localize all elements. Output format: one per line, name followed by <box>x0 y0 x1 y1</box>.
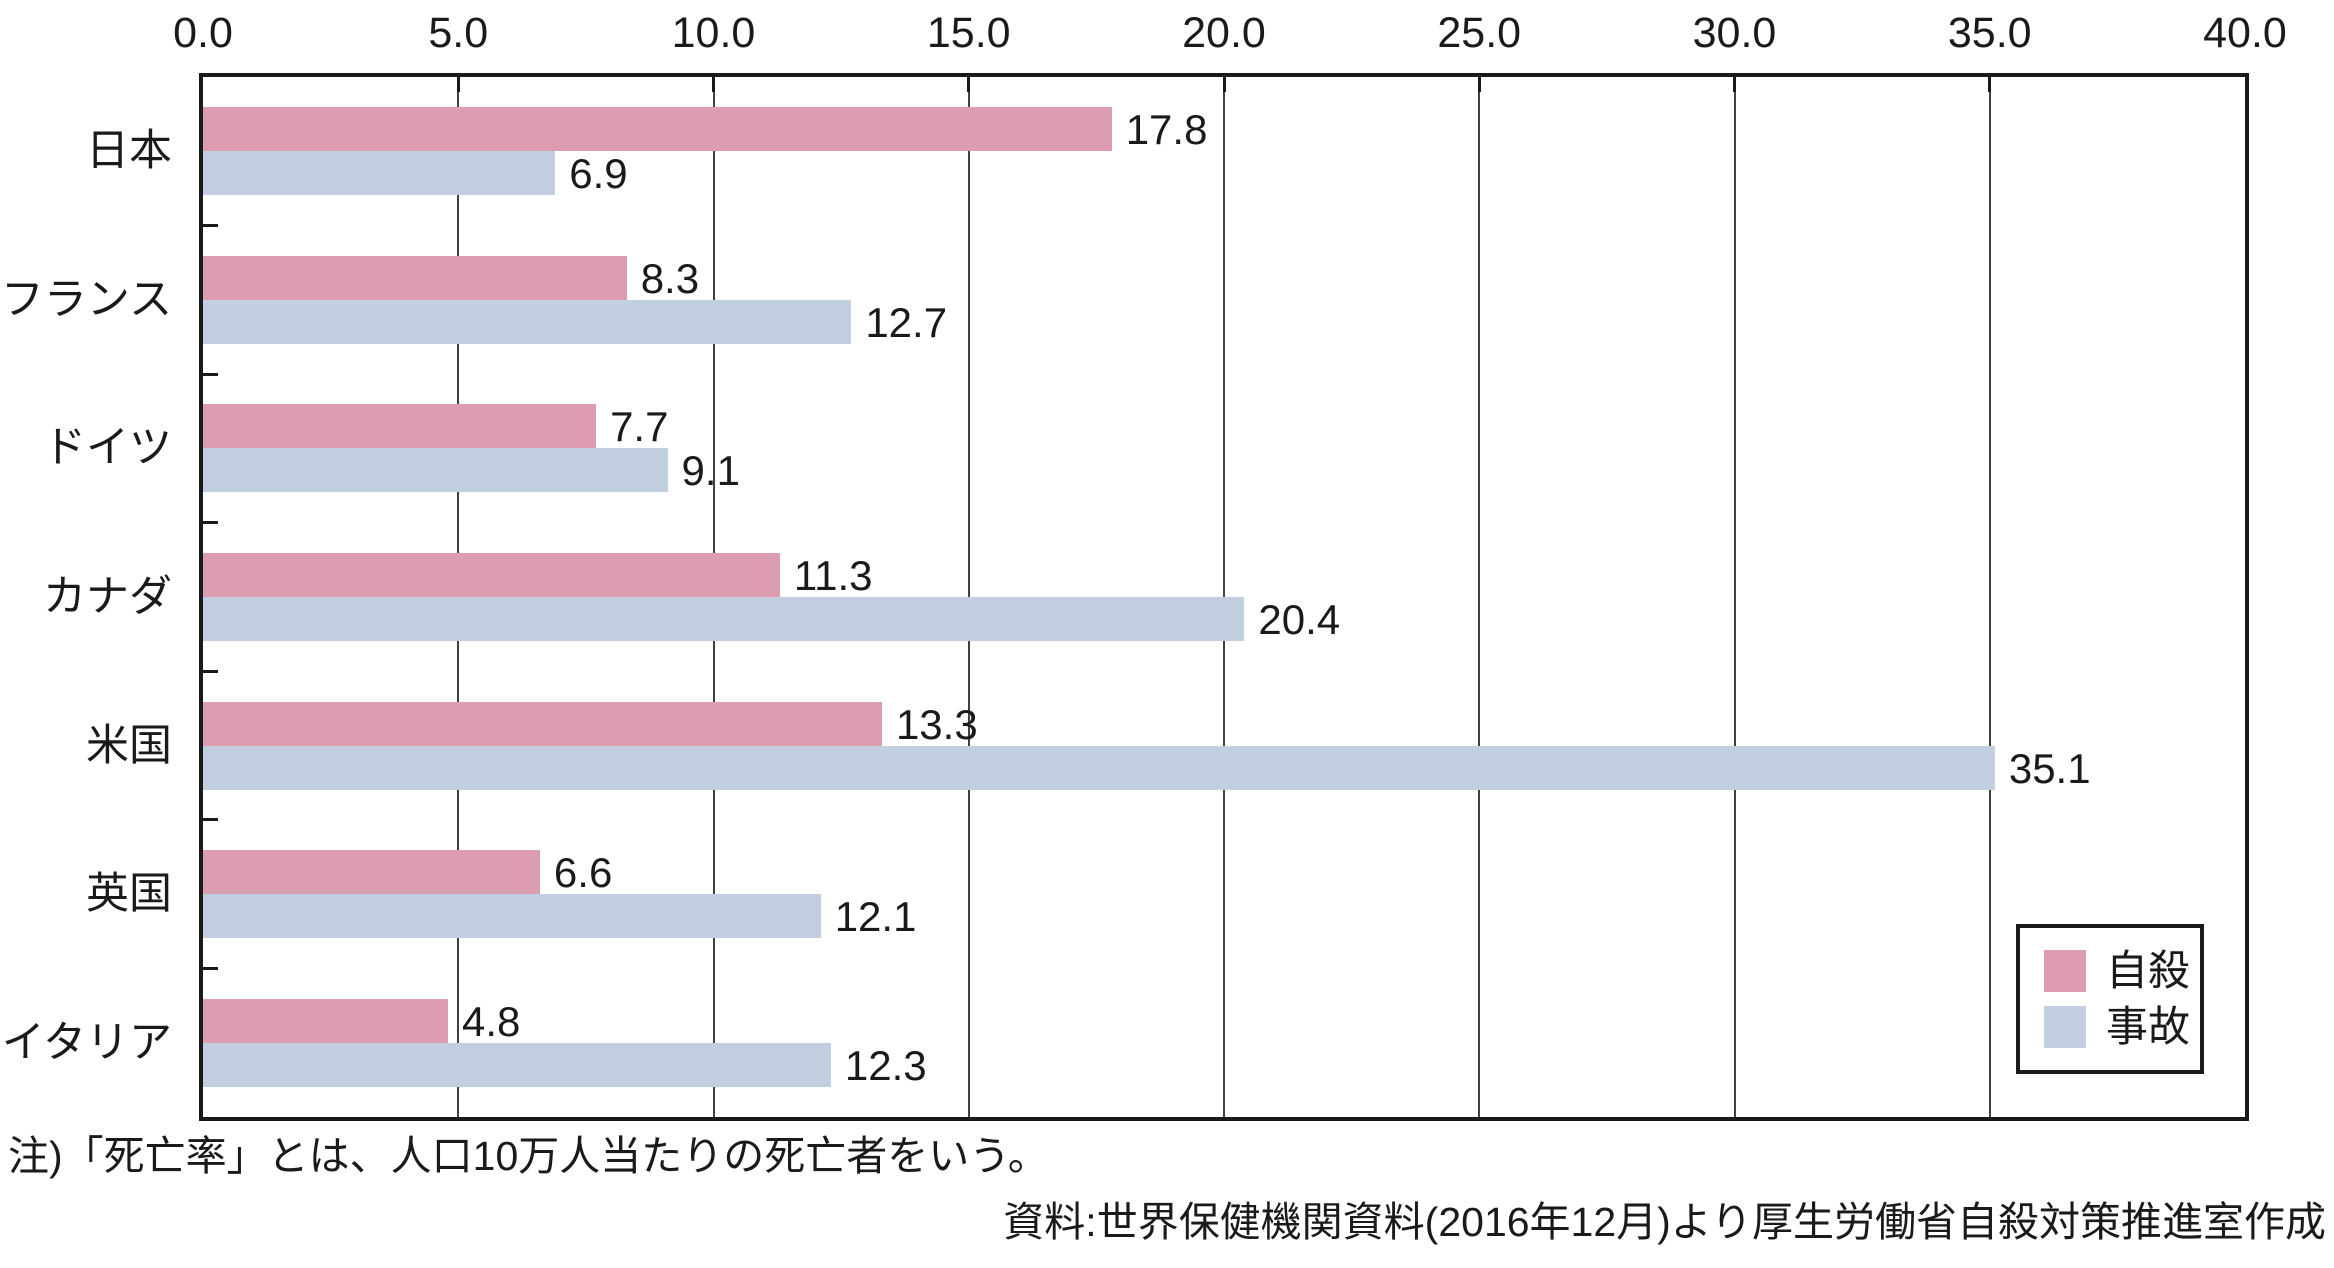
accident-bar <box>203 448 668 493</box>
country-label: 英国 <box>86 870 172 919</box>
accident-bar <box>203 894 821 939</box>
legend-item-suicide: 自殺 <box>2044 949 2200 993</box>
accident-bar <box>203 745 1995 790</box>
value-label: 13.3 <box>895 700 978 748</box>
suicide-bar <box>203 255 627 300</box>
value-label: 17.8 <box>1125 106 1208 154</box>
category-tick <box>203 818 218 822</box>
x-axis-tick <box>1222 77 1226 92</box>
gridline <box>1733 77 1736 1117</box>
x-axis-tick-label: 35.0 <box>1947 9 2032 57</box>
value-label: 4.8 <box>462 997 521 1045</box>
value-label: 6.9 <box>569 150 628 198</box>
x-axis-tick <box>1988 77 1992 92</box>
x-axis-tick <box>1733 77 1736 92</box>
x-axis-tick-label: 5.0 <box>428 9 489 57</box>
country-label: 日本 <box>86 127 172 176</box>
country-label: ドイツ <box>43 424 172 473</box>
value-label: 9.1 <box>681 447 740 495</box>
suicide-swatch-icon <box>2044 950 2086 992</box>
value-label: 20.4 <box>1258 596 1341 643</box>
category-tick <box>203 669 218 673</box>
x-axis-top: 0.0 5.0 10.0 15.0 20.0 25.0 30.0 35.0 40.0 <box>173 8 2287 60</box>
note-definition: 注)「死亡率」とは、人口10万人当たりの死亡者をいう。 <box>8 1133 1049 1179</box>
legend-label-suicide: 自殺 <box>2106 947 2191 994</box>
suicide-bar <box>203 998 449 1043</box>
value-label: 12.7 <box>865 298 948 346</box>
country-label: イタリア <box>1 1018 172 1067</box>
accident-bar <box>203 597 1245 641</box>
suicide-bar <box>203 850 540 895</box>
value-label: 8.3 <box>640 254 700 302</box>
country-label: カナダ <box>43 573 172 621</box>
category-axis: 日本フランスドイツカナダ米国英国イタリア <box>0 77 172 1117</box>
category-tick <box>203 966 218 970</box>
x-axis-tick-label: 10.0 <box>671 9 756 57</box>
suicide-bar <box>203 404 597 449</box>
x-axis-tick <box>456 77 460 92</box>
x-axis-tick-label: 40.0 <box>2203 9 2287 57</box>
suicide-bar <box>203 107 1112 152</box>
value-label: 6.6 <box>553 849 613 897</box>
x-axis-tick-label: 0.0 <box>173 9 233 57</box>
note-source: 資料:世界保健機関資料(2016年12月)より厚生労働省自殺対策推進室作成 <box>1003 1199 2326 1245</box>
country-label: 米国 <box>86 721 172 770</box>
legend-item-accident: 事故 <box>2044 1005 2200 1049</box>
value-label: 12.1 <box>834 893 917 941</box>
accident-bar <box>203 299 852 344</box>
x-axis-tick-label: 15.0 <box>926 9 1011 57</box>
x-axis-tick-label: 30.0 <box>1692 9 1777 57</box>
category-tick <box>203 521 218 525</box>
country-label: フランス <box>0 275 172 324</box>
gridline <box>1988 77 1991 1117</box>
x-axis-tick-label: 20.0 <box>1182 9 1266 57</box>
suicide-bar <box>203 701 882 746</box>
value-label: 11.3 <box>793 552 873 599</box>
accident-bar <box>203 151 556 196</box>
value-label: 35.1 <box>2008 744 2091 792</box>
x-axis-tick-label: 25.0 <box>1437 9 1522 57</box>
value-label: 12.3 <box>844 1041 927 1089</box>
gridline <box>1478 77 1481 1117</box>
suicide-bar <box>203 553 780 597</box>
x-axis-tick <box>967 77 971 92</box>
x-axis-tick <box>712 77 715 92</box>
x-axis-tick <box>1477 77 1481 92</box>
category-tick <box>203 224 218 228</box>
accident-swatch-icon <box>2044 1006 2086 1048</box>
plot-area: 17.8 6.9 8.3 12.7 7.7 9.1 11.3 20.4 13.3 35.1 6.6 1… <box>199 73 2249 1121</box>
value-label: 7.7 <box>610 403 669 451</box>
legend-label-accident: 事故 <box>2106 1003 2191 1050</box>
legend: 自殺 事故 <box>2016 924 2204 1074</box>
category-tick <box>203 372 218 376</box>
accident-bar <box>203 1042 831 1087</box>
